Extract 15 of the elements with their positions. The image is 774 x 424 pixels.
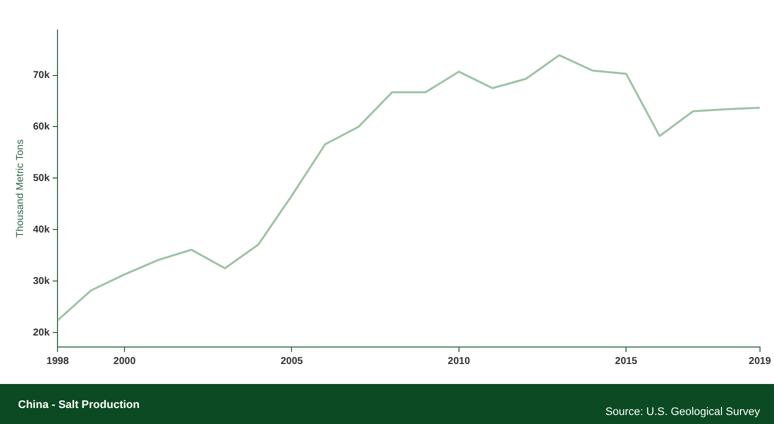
x-tick-label: 2010 xyxy=(448,356,470,367)
x-tick-label: 2019 xyxy=(748,356,772,367)
y-axis-title: Thousand Metric Tons xyxy=(14,139,26,238)
source-note: Source: U.S. Geological Survey xyxy=(605,406,760,418)
x-tick-label: 2000 xyxy=(113,356,136,367)
x-tick-label: 1998 xyxy=(46,356,70,367)
y-tick-label: 60k xyxy=(32,121,50,132)
y-tick-label: 70k xyxy=(32,70,50,82)
y-tick-label: 50k xyxy=(32,172,50,184)
y-tick-label: 20k xyxy=(32,327,50,338)
x-tick-label: 2015 xyxy=(615,356,638,367)
y-tick-label: 30k xyxy=(32,276,50,287)
x-tick-label: 2005 xyxy=(280,356,304,367)
y-tick-label: 40k xyxy=(32,224,50,236)
text: China - Salt Production xyxy=(18,399,140,411)
